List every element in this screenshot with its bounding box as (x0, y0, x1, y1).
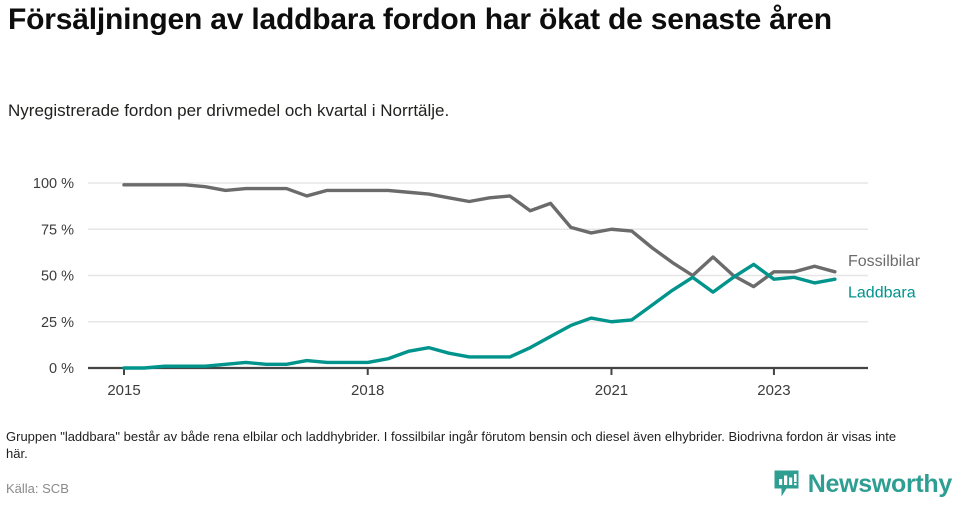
x-axis-tick-label: 2023 (757, 382, 790, 399)
newsworthy-logo-text: Newsworthy (807, 469, 953, 498)
x-axis-labels: 2015 2018 2021 2023 (107, 382, 790, 399)
chart-container: 0 % 25 % 50 % 75 % 100 % 2015 2018 2021 2023 Fo… (0, 160, 960, 405)
chart-source: Källa: SCB (6, 481, 69, 496)
page-title: Försäljningen av laddbara fordon har öka… (8, 3, 832, 36)
chart-footnote: Gruppen "laddbara" består av både rena e… (6, 429, 897, 461)
series-line-laddbara (122, 262, 837, 370)
data-series (122, 183, 837, 370)
newsworthy-logo: Newsworthy (774, 468, 952, 500)
y-axis-tick-label: 75 % (41, 222, 74, 238)
gridlines (88, 182, 868, 370)
chart-subtitle: Nyregistrerade fordon per drivmedel och … (8, 101, 450, 120)
x-axis-tick-label: 2021 (595, 382, 628, 399)
y-axis-tick-label: 50 % (41, 269, 74, 285)
y-axis-labels: 0 % 25 % 50 % 75 % 100 % (33, 176, 74, 377)
x-axis-tick-label: 2018 (351, 382, 384, 399)
y-axis-tick-label: 25 % (41, 315, 74, 331)
x-axis-tick-label: 2015 (107, 382, 140, 399)
legend-label-fossilbilar: Fossilbilar (848, 253, 921, 270)
y-axis-tick-label: 100 % (33, 176, 74, 192)
series-line-fossilbilar (122, 183, 837, 289)
bar-chart-speech-bubble-icon (774, 470, 799, 497)
line-chart: 0 % 25 % 50 % 75 % 100 % 2015 2018 2021 2023 Fo… (33, 176, 921, 399)
chart-legend: Fossilbilar Laddbara (848, 253, 921, 301)
y-axis-tick-label: 0 % (49, 361, 74, 377)
legend-label-laddbara: Laddbara (848, 284, 916, 301)
